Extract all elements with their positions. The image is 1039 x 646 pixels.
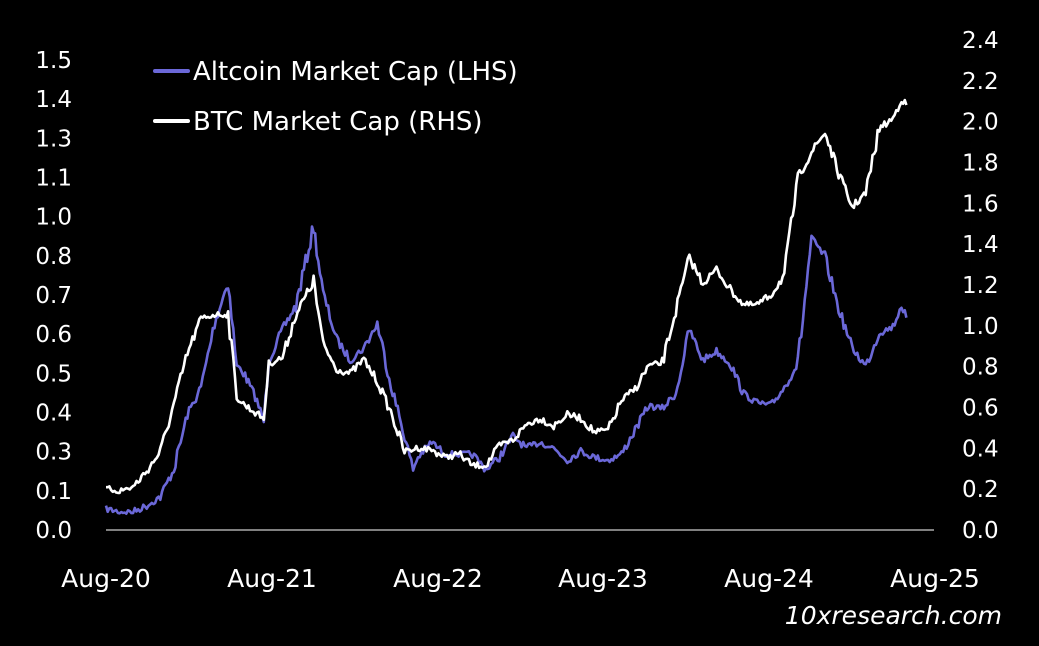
y-right-tick-label: 1.8: [962, 151, 999, 177]
x-tick-label: Aug-22: [393, 564, 483, 593]
y-right-tick-label: 0.6: [962, 396, 999, 422]
y-right-tick-label: 1.2: [962, 273, 999, 299]
y-left-tick-label: 1.5: [35, 48, 72, 74]
y-right-tick-label: 1.0: [962, 314, 999, 340]
y-left-tick-label: 0.7: [35, 283, 72, 309]
watermark: 10xresearch.com: [785, 601, 1002, 630]
x-tick-label: Aug-25: [890, 564, 980, 593]
x-tick-label: Aug-20: [61, 564, 151, 593]
y-right-tick-label: 0.2: [962, 477, 999, 503]
y-left-tick-label: 0.8: [35, 244, 72, 270]
y-right-tick-label: 1.6: [962, 191, 999, 217]
y-right-tick-label: 0.8: [962, 355, 999, 381]
y-right-tick-label: 1.4: [962, 232, 999, 258]
y-left-tick-label: 0.4: [35, 401, 72, 427]
x-tick-label: Aug-23: [558, 564, 648, 593]
series-line-btc: [106, 98, 908, 495]
x-tick-label: Aug-21: [227, 564, 317, 593]
y-left-tick-label: 0.5: [35, 361, 72, 387]
y-right-tick-label: 2.4: [962, 28, 999, 54]
y-right-tick-label: 0.0: [962, 518, 999, 544]
series-layer: [104, 98, 908, 515]
y-left-tick-label: 1.4: [35, 87, 72, 113]
x-tick-label: Aug-24: [724, 564, 814, 593]
axis-layer: 0.0 0.1 0.3 0.4 0.5 0.6 0.7 0.8 1.0 1.1 1.3 1.4 1.5 0…: [35, 28, 998, 593]
y-left-tick-label: 0.6: [35, 322, 72, 348]
legend: Altcoin Market Cap (LHS) BTC Market Cap …: [153, 57, 518, 137]
y-left-tick-label: 1.0: [35, 205, 72, 231]
y-right-tick-label: 0.4: [962, 436, 999, 462]
legend-label-btc: BTC Market Cap (RHS): [193, 107, 483, 137]
y-left-tick-label: 1.1: [35, 166, 72, 192]
y-left-tick-label: 1.3: [35, 126, 72, 152]
y-right-tick-label: 2.2: [962, 69, 999, 95]
y-right-tick-label: 2.0: [962, 110, 999, 136]
y-left-tick-label: 0.0: [35, 518, 72, 544]
series-line-altcoin: [104, 225, 908, 515]
y-left-tick-label: 0.1: [35, 479, 72, 505]
y-left-tick-label: 0.3: [35, 440, 72, 466]
legend-label-altcoin: Altcoin Market Cap (LHS): [193, 57, 518, 87]
